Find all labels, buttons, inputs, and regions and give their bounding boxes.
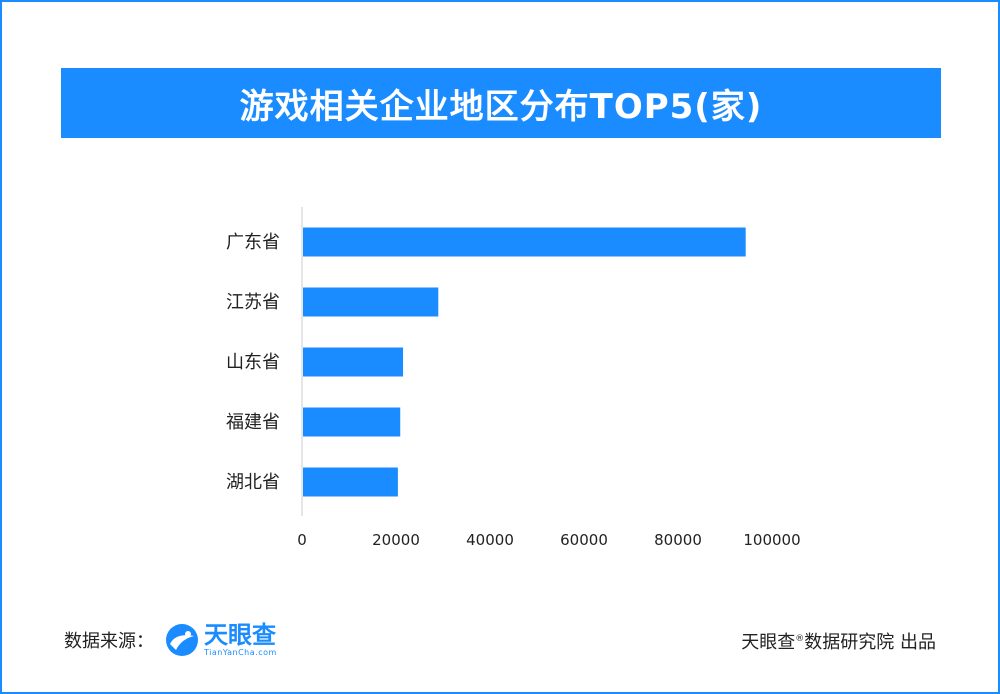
x-tick-label: 20000	[372, 531, 420, 549]
logo-url: TianYanCha.com	[204, 648, 277, 657]
x-tick-label: 40000	[466, 531, 514, 549]
x-tick-label: 80000	[654, 531, 702, 549]
bar	[303, 407, 401, 437]
category-label: 山东省	[226, 352, 280, 373]
data-source: 数据来源： 天眼查 TianYanCha.com	[64, 622, 277, 658]
logo-name: 天眼查	[204, 621, 276, 649]
tianyancha-logo: 天眼查 TianYanCha.com	[164, 622, 277, 658]
x-tick-label: 100000	[743, 531, 800, 549]
credit: 天眼查®数据研究院 出品	[741, 628, 936, 654]
title-banner: 游戏相关企业地区分布TOP5(家)	[61, 68, 941, 138]
chart-title: 游戏相关企业地区分布TOP5(家)	[239, 86, 763, 127]
category-label: 江苏省	[226, 292, 280, 313]
bar	[303, 467, 398, 497]
category-label: 广东省	[226, 232, 280, 253]
x-tick-label: 0	[297, 531, 307, 549]
bar	[303, 287, 439, 317]
credit-brand: 天眼查	[741, 632, 796, 653]
x-tick-label: 60000	[560, 531, 608, 549]
bar	[303, 347, 404, 377]
credit-text: 数据研究院 出品	[804, 632, 936, 653]
source-label: 数据来源：	[64, 631, 154, 652]
tianyancha-logo-icon	[166, 624, 198, 656]
bar	[303, 227, 746, 257]
category-label: 湖北省	[226, 472, 280, 493]
category-label: 福建省	[226, 412, 280, 433]
registered-mark: ®	[795, 634, 805, 644]
